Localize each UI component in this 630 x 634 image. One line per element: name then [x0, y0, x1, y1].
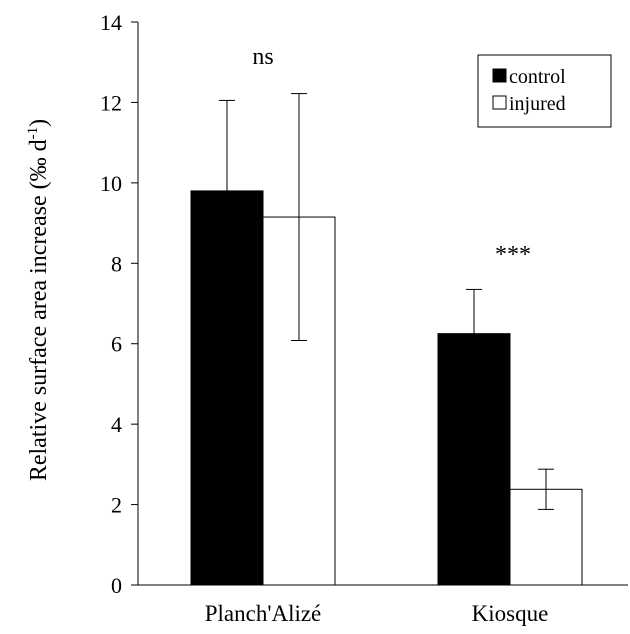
x-axis: Planch'Alizé Kiosque	[138, 584, 628, 626]
legend-label-injured: injured	[509, 93, 566, 115]
y-tick-label: 8	[111, 251, 122, 276]
x-tick-label: Planch'Alizé	[205, 601, 322, 626]
y-tick-label: 2	[111, 493, 122, 518]
significance-label: ns	[252, 44, 273, 70]
bar-control-1	[437, 333, 511, 586]
y-tick-label: 14	[100, 10, 122, 35]
x-tick-label: Kiosque	[472, 601, 549, 626]
annotations: ns ***	[252, 44, 531, 268]
significance-label: ***	[495, 242, 531, 268]
y-tick-label: 12	[100, 90, 122, 115]
y-axis-label: Relative surface area increase (‰ d-1)	[25, 119, 52, 481]
legend-label-control: control	[509, 66, 566, 88]
error-bars	[219, 93, 554, 510]
bars	[190, 190, 583, 586]
bar-control-0	[190, 190, 264, 586]
y-tick-label: 4	[111, 412, 122, 437]
legend-swatch-injured	[492, 95, 507, 110]
y-tick-label: 10	[100, 171, 122, 196]
legend-swatch-control	[492, 68, 507, 83]
y-axis: 0 2 4 6 8 10 12 14	[100, 10, 139, 598]
legend: control injured	[477, 54, 612, 128]
legend-box	[477, 54, 612, 128]
y-tick-label: 0	[111, 573, 122, 598]
y-tick-label: 6	[111, 332, 122, 357]
